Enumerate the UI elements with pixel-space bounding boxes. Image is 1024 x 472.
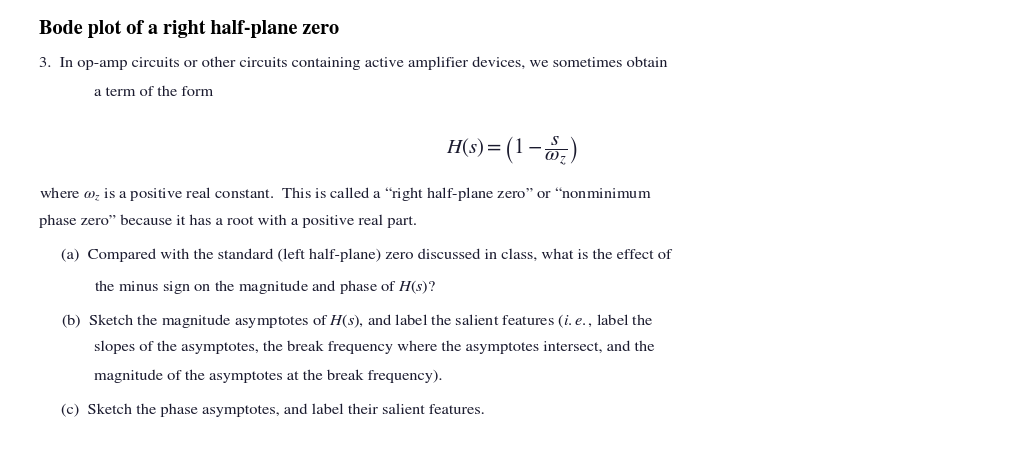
Text: where $\omega_z$ is a positive real constant.  This is called a “right half-plan: where $\omega_z$ is a positive real cons…	[39, 185, 651, 202]
Text: the minus sign on the magnitude and phase of $H(s)$?: the minus sign on the magnitude and phas…	[94, 278, 436, 295]
Text: (b)  Sketch the magnitude asymptotes of $H(s)$, and label the salient features (: (b) Sketch the magnitude asymptotes of $…	[61, 312, 654, 329]
Text: (c)  Sketch the phase asymptotes, and label their salient features.: (c) Sketch the phase asymptotes, and lab…	[61, 404, 485, 417]
Text: slopes of the asymptotes, the break frequency where the asymptotes intersect, an: slopes of the asymptotes, the break freq…	[94, 341, 654, 354]
Text: phase zero” because it has a root with a positive real part.: phase zero” because it has a root with a…	[39, 214, 417, 228]
Text: $H(s) = \left(1 - \dfrac{s}{\omega_z}\right)$: $H(s) = \left(1 - \dfrac{s}{\omega_z}\ri…	[446, 135, 578, 168]
Text: Bode plot of a right half-plane zero: Bode plot of a right half-plane zero	[39, 20, 339, 38]
Text: 3.  In op-amp circuits or other circuits containing active amplifier devices, we: 3. In op-amp circuits or other circuits …	[39, 57, 668, 70]
Text: magnitude of the asymptotes at the break frequency).: magnitude of the asymptotes at the break…	[94, 370, 442, 383]
Text: a term of the form: a term of the form	[94, 86, 213, 99]
Text: (a)  Compared with the standard (left half-plane) zero discussed in class, what : (a) Compared with the standard (left hal…	[61, 248, 672, 261]
